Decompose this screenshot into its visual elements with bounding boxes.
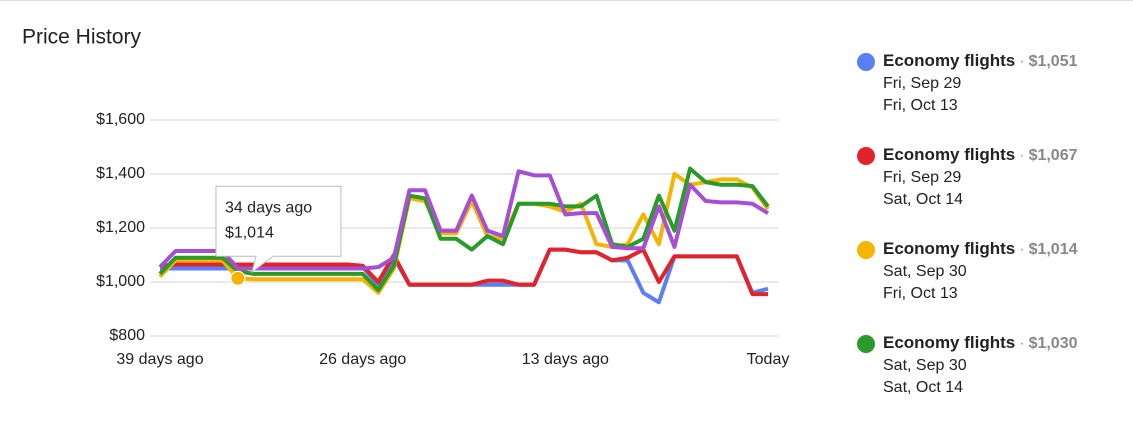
y-tick-label: $800 — [109, 327, 145, 344]
legend-dot — [857, 147, 875, 165]
y-tick-label: $1,400 — [96, 165, 145, 182]
legend-sep: · — [1019, 53, 1024, 70]
tooltip-point — [230, 270, 246, 286]
legend-date: Fri, Oct 13 — [883, 285, 958, 302]
legend-sep: · — [1019, 147, 1024, 164]
legend-entry: Economy flights · $1,014 — [883, 239, 1078, 258]
legend-dot — [857, 335, 875, 353]
legend-entry: Economy flights · $1,030 — [883, 333, 1078, 352]
legend-price: $1,030 — [1029, 335, 1078, 352]
x-tick-label: Today — [747, 351, 790, 368]
chart-title: Price History — [22, 26, 142, 49]
legend-name: Economy flights — [883, 239, 1015, 258]
legend-date: Fri, Sep 29 — [883, 75, 961, 92]
price-line — [158, 169, 770, 271]
price-line — [158, 166, 770, 293]
x-tick-label: 39 days ago — [116, 351, 203, 368]
x-tick-label: 26 days ago — [319, 351, 406, 368]
tooltip-text: $1,014 — [225, 224, 274, 241]
y-tick-label: $1,000 — [96, 273, 145, 290]
legend-date: Sat, Oct 14 — [883, 191, 963, 208]
y-tick-label: $1,600 — [96, 111, 145, 128]
legend-date: Fri, Oct 13 — [883, 97, 958, 114]
legend-sep: · — [1019, 335, 1024, 352]
legend-name: Economy flights — [883, 51, 1015, 70]
legend-entry: Economy flights · $1,051 — [883, 51, 1078, 70]
tooltip-box — [215, 185, 342, 274]
tooltip-text: 34 days ago — [225, 199, 312, 216]
legend-entry: Economy flights · $1,067 — [883, 145, 1078, 164]
legend-price: $1,051 — [1029, 53, 1078, 70]
x-tick-label: 13 days ago — [522, 351, 609, 368]
legend-name: Economy flights — [883, 333, 1015, 352]
legend-dot — [857, 53, 875, 71]
legend-date: Fri, Sep 29 — [883, 169, 961, 186]
y-tick-label: $1,200 — [96, 219, 145, 236]
legend-price: $1,014 — [1029, 241, 1078, 258]
legend-sep: · — [1019, 241, 1024, 258]
legend-date: Sat, Oct 14 — [883, 379, 963, 396]
legend-name: Economy flights — [883, 145, 1015, 164]
legend-price: $1,067 — [1029, 147, 1078, 164]
legend-date: Sat, Sep 30 — [883, 263, 967, 280]
legend-date: Sat, Sep 30 — [883, 357, 967, 374]
legend-dot — [857, 241, 875, 259]
